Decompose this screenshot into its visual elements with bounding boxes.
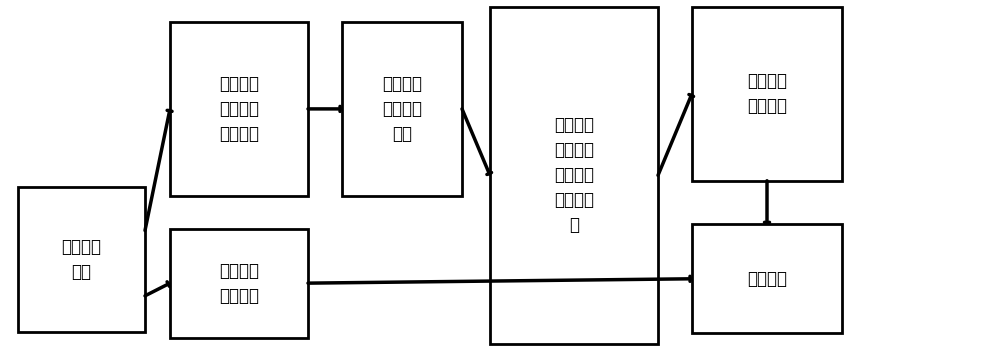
Bar xyxy=(18,187,145,332)
Bar xyxy=(342,22,462,196)
Text: 拉曼光谱
特征峰位
获取与温
度计算模
块: 拉曼光谱 特征峰位 获取与温 度计算模 块 xyxy=(554,116,594,234)
Bar xyxy=(692,224,842,333)
Text: 几何尺寸
获取模块: 几何尺寸 获取模块 xyxy=(219,262,259,305)
Bar xyxy=(170,22,308,196)
Text: 样品制备
模块: 样品制备 模块 xyxy=(62,238,102,281)
Bar xyxy=(170,229,308,338)
Bar xyxy=(490,7,658,344)
Text: 激光照射
融化蒸发
模块: 激光照射 融化蒸发 模块 xyxy=(382,75,422,143)
Text: 可见化或
包裹一维
材料模块: 可见化或 包裹一维 材料模块 xyxy=(219,75,259,143)
Bar xyxy=(692,7,842,181)
Text: 计算模块: 计算模块 xyxy=(747,270,787,288)
Text: 融化长度
测量模块: 融化长度 测量模块 xyxy=(747,72,787,115)
